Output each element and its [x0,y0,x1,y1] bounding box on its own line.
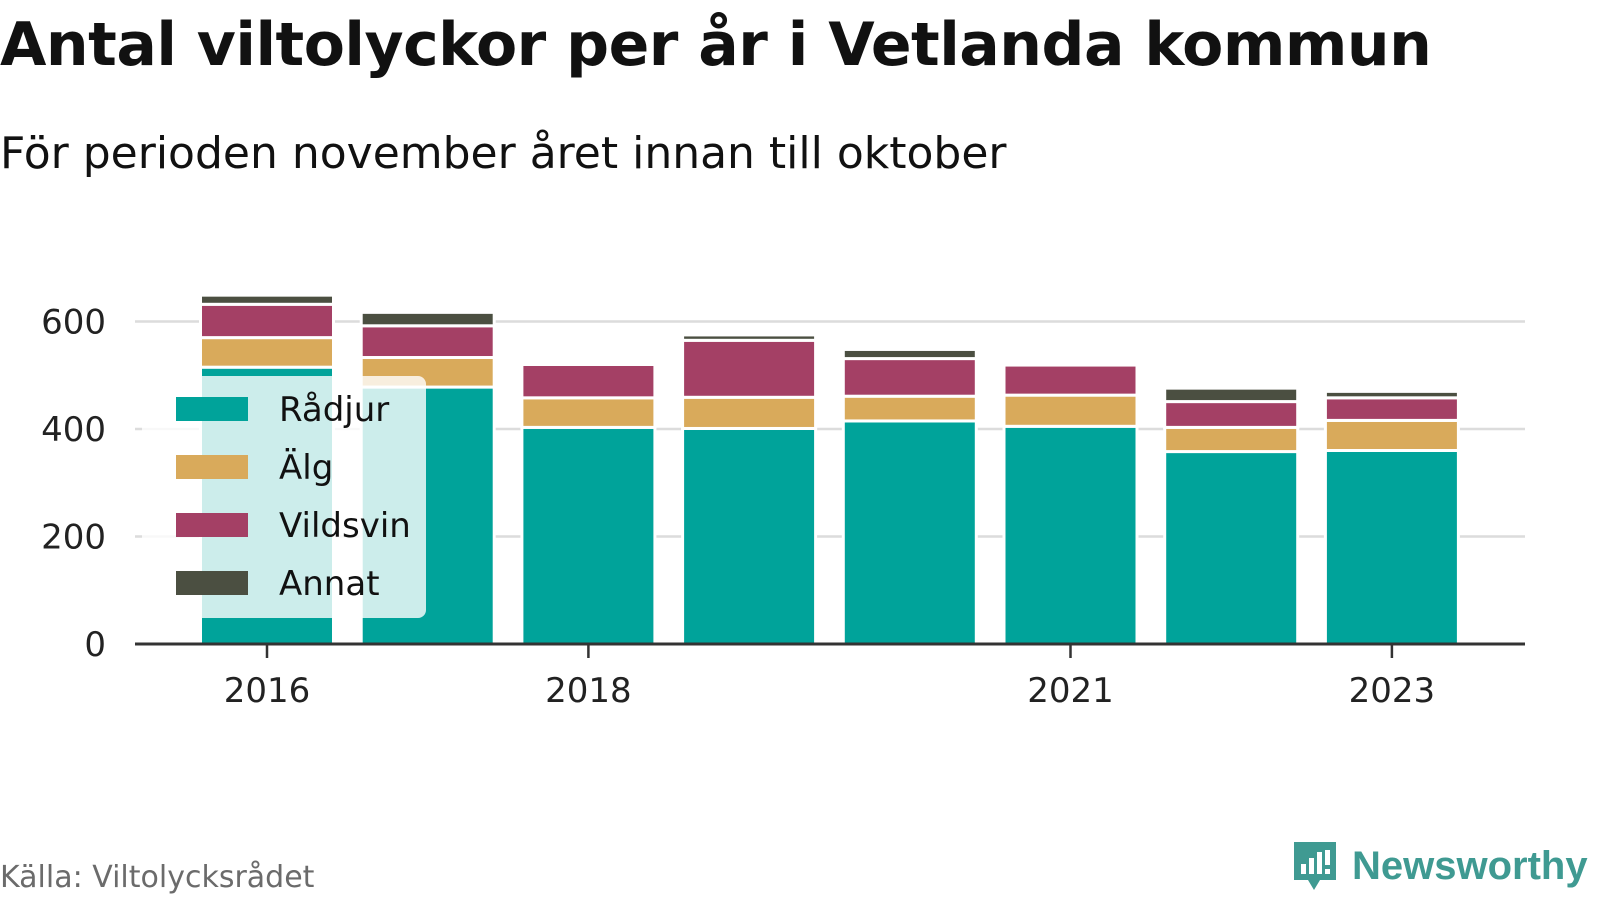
source-note: Källa: Viltolycksrådet [0,860,315,895]
bar-segment-rådjur-2018 [520,425,657,646]
y-tick-label: 400 [41,410,106,450]
x-tick-label: 2016 [224,671,311,711]
chart-title: Antal viltolyckor per år i Vetlanda komm… [0,10,1432,80]
bar-segment-vildsvin-2021 [1002,363,1139,397]
legend-label-rådjur: Rådjur [279,390,389,430]
x-tick-label: 2021 [1027,671,1114,711]
brand-logo: Newsworthy [1290,838,1588,894]
legend-label-älg: Älg [279,448,333,488]
bar-segment-vildsvin-2016 [199,302,335,340]
bar-segment-annat-2017 [359,310,496,328]
bar-segment-rådjur-2022 [1163,450,1300,646]
bar-segment-rådjur-2019 [681,426,818,646]
bar-segment-älg-2021 [1002,393,1139,428]
bar-segment-älg-2019 [681,395,818,430]
bar-segment-älg-2020 [841,394,978,423]
y-tick-label: 200 [41,518,106,558]
bar-segment-vildsvin-2017 [359,324,496,360]
legend-swatch-vildsvin [176,513,248,537]
chart-subtitle: För perioden november året innan till ok… [0,128,1007,179]
bar-segment-rådjur-2021 [1002,424,1139,646]
x-tick-label: 2018 [545,671,632,711]
y-tick-label: 600 [41,303,106,343]
y-tick-label: 0 [84,625,106,665]
bar-segment-annat-2023 [1323,389,1460,400]
bar-segment-älg-2016 [199,336,335,369]
bar-segment-annat-2019 [681,333,818,342]
bar-segment-vildsvin-2022 [1163,400,1300,429]
legend-swatch-annat [176,571,248,595]
legend-swatch-älg [176,455,248,479]
bar-segment-vildsvin-2020 [841,357,978,398]
bar-segment-annat-2016 [199,293,335,306]
bar-segment-annat-2022 [1163,386,1300,404]
bar-segment-vildsvin-2019 [681,338,818,399]
bar-segment-vildsvin-2023 [1323,396,1460,422]
legend-swatch-rådjur [176,397,248,421]
bar-segment-vildsvin-2018 [520,363,657,400]
bar-segment-älg-2023 [1323,418,1460,452]
bar-segment-älg-2022 [1163,425,1300,454]
x-tick-label: 2023 [1349,671,1436,711]
bar-segment-rådjur-2023 [1323,449,1460,646]
legend-label-annat: Annat [279,564,380,604]
bar-segment-rådjur-2020 [841,419,978,646]
newsworthy-logo-icon [1294,842,1336,890]
legend-box [142,376,426,618]
brand-name: Newsworthy [1352,843,1588,888]
bar-segment-annat-2021 [1002,360,1139,367]
bar-segment-älg-2018 [520,396,657,429]
bar-segment-annat-2020 [841,347,978,361]
legend-label-vildsvin: Vildsvin [279,506,411,546]
